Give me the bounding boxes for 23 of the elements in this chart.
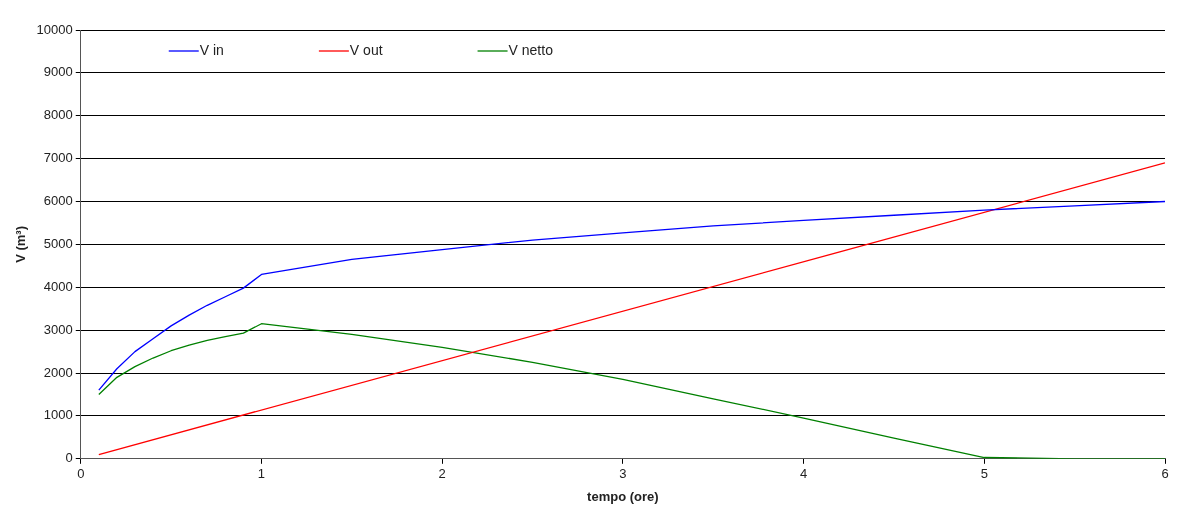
y-tick-label: 9000 (43, 64, 73, 80)
x-tick-label: 1 (257, 466, 266, 482)
y-tick-label: 2000 (43, 364, 73, 380)
x-axis-title: tempo (ore) (587, 488, 659, 504)
legend-label: V netto (508, 41, 554, 58)
x-tick-label: 3 (619, 466, 627, 482)
y-tick-label: 6000 (43, 193, 73, 209)
y-tick-label: 4000 (43, 278, 73, 294)
y-tick-label: 7000 (43, 150, 73, 166)
x-tick-label: 0 (77, 466, 85, 482)
x-tick-label: 5 (980, 466, 988, 482)
y-tick-label: 10000 (36, 21, 73, 37)
y-tick-label: 3000 (43, 321, 73, 337)
y-tick-label: 0 (65, 450, 73, 466)
x-tick-label: 6 (1161, 466, 1169, 482)
y-tick-label: 5000 (43, 235, 73, 251)
y-axis-title: V (m³) (13, 225, 29, 263)
legend-label: V out (349, 41, 383, 58)
y-tick-label: 8000 (43, 107, 73, 123)
x-tick-label: 2 (438, 466, 446, 482)
y-tick-label: 1000 (43, 407, 73, 423)
x-tick-label: 4 (799, 466, 808, 482)
legend-label: V in (199, 41, 224, 58)
